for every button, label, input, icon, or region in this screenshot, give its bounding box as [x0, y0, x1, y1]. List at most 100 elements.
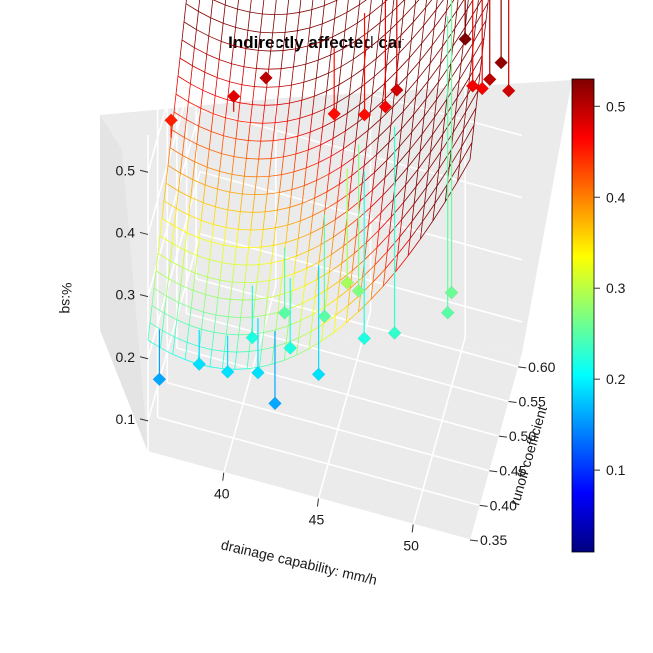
surface-line: [178, 190, 191, 198]
surface-line: [186, 325, 190, 343]
surface-line: [222, 4, 226, 24]
surface-line: [225, 117, 239, 122]
y-axis-label: runoff coefficient: [506, 404, 550, 507]
surface-line: [365, 32, 369, 51]
surface-line: [210, 0, 214, 18]
surface-line: [428, 151, 442, 170]
surface-line: [223, 334, 227, 352]
surface-line: [432, 117, 435, 135]
surface-line: [287, 207, 291, 226]
surface-line: [440, 134, 444, 152]
data-point: [226, 89, 241, 104]
surface-line: [242, 299, 256, 301]
surface-line: [358, 294, 361, 312]
surface-line: [311, 5, 325, 10]
surface-line: [353, 235, 357, 254]
surface-line: [231, 156, 235, 175]
surface-line: [147, 322, 151, 341]
surface-line: [211, 224, 214, 243]
surface-line: [291, 273, 295, 292]
surface-line: [423, 99, 437, 117]
surface-line: [342, 40, 356, 49]
surface-line: [244, 265, 248, 283]
surface-line: [227, 209, 241, 213]
surface-line: [163, 183, 167, 201]
y-tick-label: 0.60: [528, 359, 555, 375]
surface-line: [475, 6, 479, 25]
surface-line: [196, 143, 210, 150]
surface-line: [246, 264, 260, 266]
surface-line: [358, 0, 361, 5]
surface-line: [366, 229, 380, 243]
surface-line: [209, 149, 222, 154]
surface-line: [314, 180, 318, 199]
surface-line: [172, 353, 186, 361]
surface-line: [269, 174, 282, 177]
surface-line: [425, 0, 433, 8]
surface-line: [175, 93, 189, 103]
surface-line: [301, 82, 305, 101]
surface-line: [473, 24, 477, 43]
surface-line: [348, 77, 352, 96]
surface-line: [459, 146, 463, 165]
surface-line: [254, 86, 267, 88]
surface-line: [295, 30, 298, 49]
surface-line: [237, 0, 239, 10]
surface-line: [397, 236, 401, 255]
surface-line: [235, 120, 239, 139]
surface-line: [205, 184, 218, 190]
surface-line: [457, 159, 471, 182]
surface-line: [195, 11, 199, 30]
surface-line: [456, 76, 470, 98]
surface-line: [217, 297, 231, 300]
surface-line: [312, 198, 316, 216]
surface-line: [260, 123, 264, 142]
surface-line: [297, 12, 300, 31]
surface-line: [341, 253, 355, 264]
surface-line: [297, 27, 310, 32]
surface-line: [355, 32, 368, 42]
surface-line: [404, 75, 408, 94]
x-tick-label: 50: [403, 537, 419, 553]
y-tick-label: 0.50: [509, 428, 536, 444]
surface-line: [485, 2, 489, 21]
surface-line: [422, 203, 436, 222]
surface-line: [207, 259, 210, 278]
surface-line: [219, 279, 233, 283]
surface-line: [381, 0, 384, 5]
surface-line: [442, 114, 456, 135]
surface-line: [188, 214, 202, 221]
surface-line: [465, 94, 469, 113]
surface-line: [435, 0, 438, 10]
surface-line: [330, 48, 344, 56]
surface-line: [412, 3, 416, 23]
surface-line: [299, 203, 303, 222]
surface-line: [260, 31, 273, 34]
surface-line: [307, 27, 311, 47]
surface-line: [168, 278, 181, 286]
surface-line: [263, 329, 276, 334]
surface-line: [236, 246, 249, 249]
surface-line: [406, 57, 410, 76]
surface-line: [245, 48, 259, 51]
surface-line: [305, 149, 309, 168]
surface-line: [199, 346, 213, 350]
surface-line: [309, 9, 313, 28]
surface-line: [388, 216, 392, 235]
surface-line: [174, 319, 178, 338]
surface-line: [423, 9, 437, 26]
surface-line: [225, 227, 239, 230]
surface-line: [382, 181, 396, 196]
surface-line: [190, 179, 194, 198]
surface-line: [284, 354, 297, 361]
surface-line: [316, 262, 320, 280]
data-point: [311, 367, 326, 382]
surface-line: [191, 47, 195, 66]
y-tick-mark: [498, 435, 507, 438]
surface-line: [342, 130, 346, 149]
surface-line: [243, 66, 257, 69]
surface-line: [337, 280, 341, 299]
surface-line: [433, 9, 437, 28]
surface-line: [378, 124, 392, 138]
surface-line: [289, 202, 303, 208]
